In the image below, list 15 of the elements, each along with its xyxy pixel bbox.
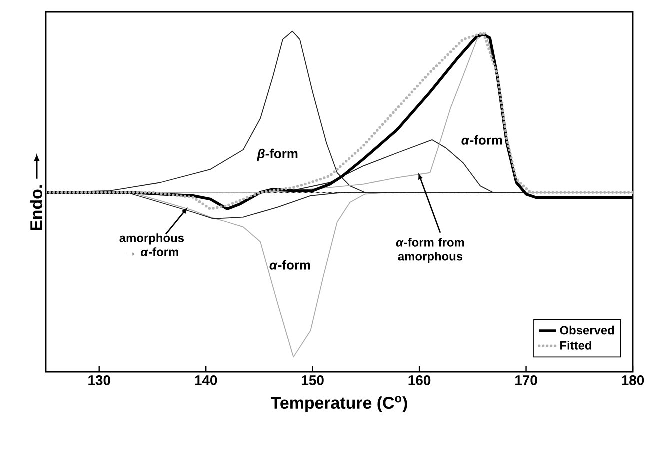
- x-tick-label: 180: [622, 376, 644, 386]
- legend-label: Fitted: [560, 341, 592, 350]
- x-tick-label: 130: [88, 376, 110, 386]
- annotation: α-form from amorphous: [396, 238, 464, 264]
- annotation: α-form: [270, 260, 310, 270]
- y-axis-title: Endo.: [30, 186, 42, 230]
- x-tick-label: 140: [195, 376, 218, 386]
- x-tick-label: 170: [516, 376, 538, 386]
- annotation: amorphous → α-form: [120, 234, 184, 256]
- x-axis-title: Temperature (C$^{o}$): [271, 396, 408, 412]
- x-tick-label: 160: [408, 376, 431, 386]
- annotation: α-form: [462, 135, 502, 145]
- x-tick-label: 150: [302, 376, 324, 386]
- annotation: β-form: [257, 148, 298, 161]
- legend-label: Observed: [560, 326, 614, 335]
